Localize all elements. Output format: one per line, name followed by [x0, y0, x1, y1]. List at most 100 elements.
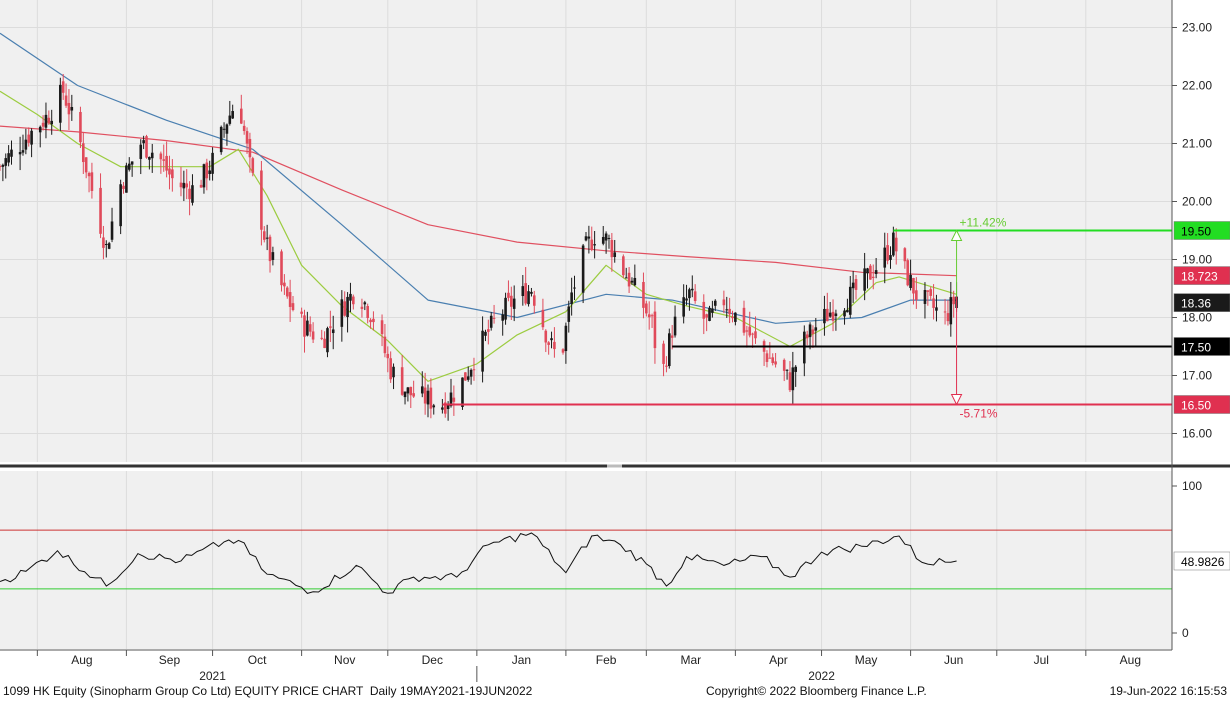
- candle-body: [400, 367, 404, 395]
- candle-body: [70, 107, 74, 111]
- x-axis-ticks: Aug Sep Oct Nov Dec Jan Feb Mar Apr May Jun Jul Aug 2…: [36, 650, 1141, 683]
- candle-body: [4, 158, 8, 166]
- month-label: May: [855, 653, 878, 667]
- candle-body: [587, 236, 591, 239]
- candle-body: [30, 130, 33, 145]
- candle-body: [846, 310, 849, 313]
- candle-body: [481, 330, 484, 372]
- oscillator-tick-label: 100: [1182, 479, 1202, 493]
- candle-body: [510, 295, 513, 307]
- candle-body: [642, 281, 645, 308]
- price-tick-label: 21.00: [1182, 137, 1212, 151]
- candle-body: [831, 311, 835, 321]
- price-tag-background: [1173, 266, 1230, 285]
- candle-body: [782, 359, 786, 371]
- price-tick-label: 20.00: [1182, 195, 1212, 209]
- candle-body: [647, 314, 651, 318]
- candle-body: [242, 125, 246, 132]
- candle-body: [329, 326, 332, 328]
- candle-body: [929, 289, 933, 296]
- candle-body: [492, 317, 496, 319]
- candle-body: [452, 397, 456, 402]
- candle-body: [854, 279, 858, 290]
- candle-body: [239, 108, 243, 124]
- candle-body: [219, 126, 223, 153]
- candle-body: [489, 315, 493, 328]
- candle-body: [567, 306, 571, 322]
- candle-body: [372, 318, 375, 323]
- candle-body: [512, 298, 516, 309]
- candle-body: [179, 182, 183, 188]
- candle-body: [225, 124, 229, 134]
- candle-body: [139, 144, 143, 159]
- month-label: Feb: [596, 653, 617, 667]
- candle-body: [122, 185, 125, 189]
- percent-annotations: +11.42% -5.71%: [950, 216, 1007, 421]
- candle-body: [952, 296, 955, 305]
- candle-body: [188, 188, 191, 200]
- candle-body: [24, 139, 28, 150]
- level-tag-text: 17.50: [1181, 341, 1211, 355]
- candle-body: [943, 311, 947, 313]
- candle-body: [346, 296, 349, 318]
- candle-body: [331, 329, 335, 334]
- candle-body: [61, 81, 65, 93]
- candle-body: [320, 337, 324, 339]
- candle-body: [21, 150, 25, 153]
- month-label: Sep: [159, 653, 181, 667]
- candle-body: [50, 120, 54, 125]
- candle-body: [593, 244, 596, 246]
- candle-body: [182, 182, 186, 189]
- candle-body: [423, 387, 427, 404]
- candle-body: [311, 331, 315, 340]
- candle-body: [285, 287, 289, 297]
- oscillator-panel-background: [0, 471, 1172, 649]
- candle-body: [590, 239, 594, 250]
- candle-body: [464, 372, 467, 381]
- candle-body: [165, 155, 168, 171]
- panel-divider-handle[interactable]: [607, 464, 622, 468]
- month-label: Dec: [422, 653, 443, 667]
- candle-body: [199, 184, 203, 188]
- candle-body: [524, 283, 527, 304]
- candle-body: [808, 324, 812, 338]
- candle-body: [487, 329, 490, 332]
- candle-body: [765, 353, 769, 362]
- candle-body: [27, 134, 31, 143]
- candle-body: [145, 136, 148, 158]
- candle-body: [725, 309, 729, 311]
- candle-body: [734, 312, 737, 322]
- candle-body: [260, 170, 263, 230]
- level-tag-background: [1173, 395, 1230, 414]
- candle-body: [389, 358, 392, 380]
- level-tag-text: 19.50: [1181, 225, 1211, 239]
- month-label: Mar: [681, 653, 702, 667]
- candle-body: [162, 159, 166, 161]
- annotation-arrow-head: [950, 229, 963, 241]
- candle-body: [627, 272, 631, 287]
- candle-body: [119, 184, 122, 227]
- candle-body: [0, 166, 2, 168]
- candle-body: [624, 277, 628, 279]
- candle-body: [935, 307, 938, 311]
- candle-body: [823, 308, 826, 324]
- candle-body: [613, 252, 617, 257]
- candle-body: [541, 309, 545, 328]
- candle-body: [185, 183, 189, 188]
- candle-body: [561, 349, 565, 353]
- candle-body: [202, 164, 206, 188]
- gridlines: [0, 0, 1172, 649]
- candle-body: [283, 282, 286, 287]
- y-axis-ticks: 16.00 17.00 18.00 19.00 20.00 21.00 22.00 23.00…: [1172, 21, 1212, 640]
- candle-body: [211, 152, 214, 174]
- candle-body: [7, 153, 10, 163]
- year-label: 2021: [199, 669, 226, 683]
- candle-body: [906, 260, 910, 286]
- annotation-percent-label: +11.42%: [960, 216, 1007, 230]
- candle-body: [803, 331, 806, 364]
- month-label: Aug: [71, 653, 92, 667]
- candle-body: [811, 329, 815, 334]
- ma-short-line: [0, 90, 957, 382]
- candle-body: [432, 405, 436, 408]
- candle-body: [300, 311, 303, 314]
